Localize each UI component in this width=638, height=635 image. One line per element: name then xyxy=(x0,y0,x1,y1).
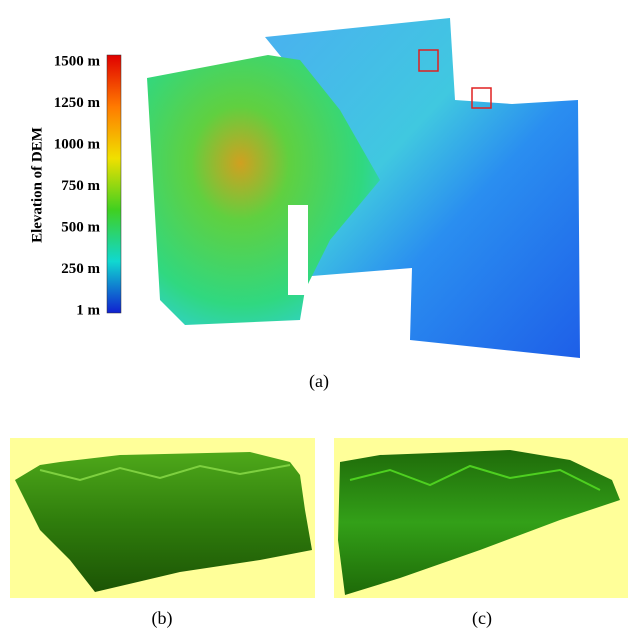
colorbar xyxy=(107,55,121,313)
colorbar-tick-label: 500 m xyxy=(61,219,100,235)
panel-label: (a) xyxy=(309,371,329,392)
dem-map xyxy=(147,18,580,358)
surface-c xyxy=(334,438,628,598)
surface-b xyxy=(10,438,315,598)
colorbar-ticks: 1500 m 1250 m 1000 m 750 m 500 m 250 m 1 m xyxy=(54,53,101,318)
panel-label: (c) xyxy=(472,608,492,629)
colorbar-tick-label: 1250 m xyxy=(54,95,101,111)
colorbar-title: Elevation of DEM xyxy=(29,127,45,243)
colorbar-tick-label: 750 m xyxy=(61,178,100,194)
colorbar-tick-label: 250 m xyxy=(61,261,100,277)
colorbar-tick-label: 1500 m xyxy=(54,53,101,69)
figure: Elevation of DEM 1500 m 1250 m 1000 m 750 m… xyxy=(0,0,638,635)
page: Elevation of DEM 1500 m 1250 m 1000 m 750 m… xyxy=(0,0,638,635)
colorbar-tick-label: 1000 m xyxy=(54,136,101,152)
colorbar-tick-label: 1 m xyxy=(76,302,100,318)
panel-label: (b) xyxy=(152,608,173,629)
